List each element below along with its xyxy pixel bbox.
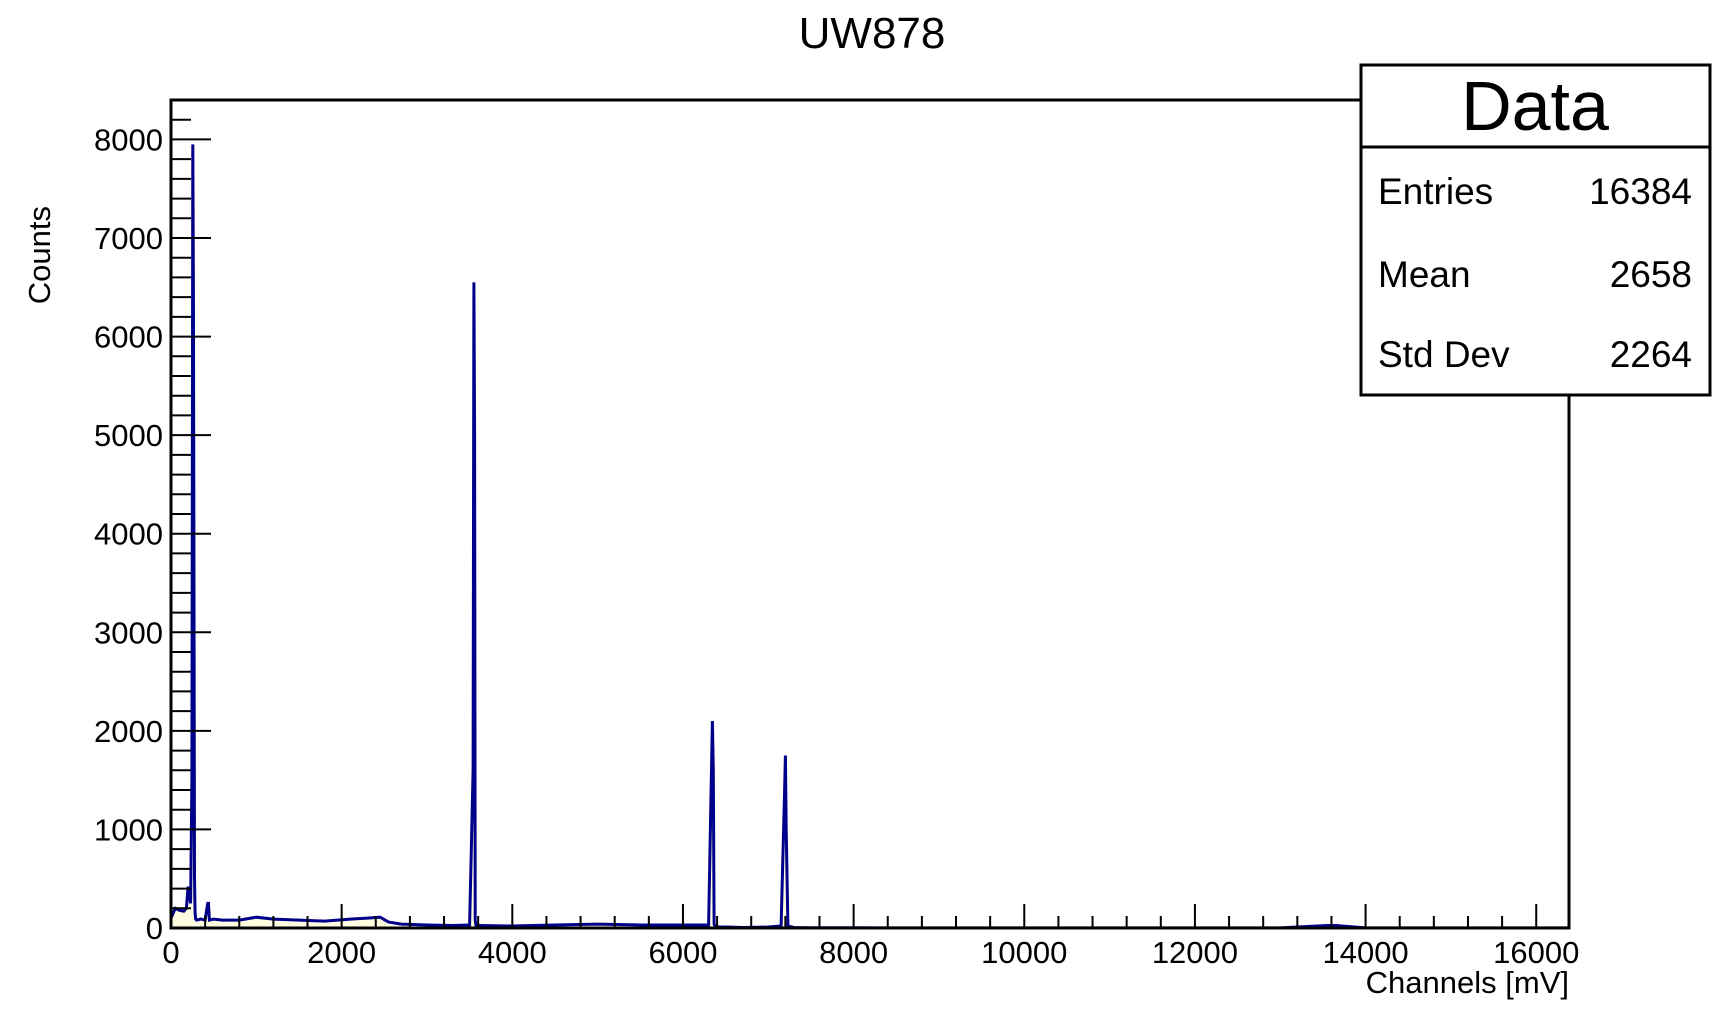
y-tick-label: 6000 <box>94 320 163 355</box>
x-tick-label: 4000 <box>478 935 547 970</box>
stats-mean-value: 2658 <box>1610 254 1692 295</box>
x-tick-label: 16000 <box>1493 935 1579 970</box>
y-tick-label: 0 <box>146 911 163 946</box>
stats-stddev-value: 2264 <box>1610 334 1692 375</box>
stats-stddev-label: Std Dev <box>1378 334 1510 375</box>
series-fill <box>171 144 1569 928</box>
plot-frame <box>169 98 1571 930</box>
y-axis-title: Counts <box>22 206 57 304</box>
y-tick-label: 5000 <box>94 418 163 453</box>
y-tick-label: 8000 <box>94 122 163 157</box>
y-tick-label: 2000 <box>94 714 163 749</box>
stats-entries-label: Entries <box>1378 171 1493 212</box>
stats-box-frame <box>1359 63 1712 397</box>
x-tick-label: 10000 <box>981 935 1067 970</box>
y-tick-label: 3000 <box>94 615 163 650</box>
stats-box: Data Entries 16384 Mean 2658 Std Dev 226… <box>1359 63 1712 397</box>
stats-mean-label: Mean <box>1378 254 1471 295</box>
x-axis-title: Channels [mV] <box>1366 965 1569 1000</box>
x-tick-label: 8000 <box>819 935 888 970</box>
x-tick-label: 12000 <box>1152 935 1238 970</box>
y-tick-label: 1000 <box>94 812 163 847</box>
chart-title: UW878 <box>799 9 946 58</box>
x-tick-label: 2000 <box>307 935 376 970</box>
x-tick-label: 0 <box>162 935 179 970</box>
y-tick-label: 4000 <box>94 517 163 552</box>
x-tick-label: 6000 <box>648 935 717 970</box>
stats-box-title: Data <box>1461 67 1609 145</box>
stats-entries-value: 16384 <box>1589 171 1692 212</box>
series-line <box>169 144 1569 930</box>
x-tick-label: 14000 <box>1322 935 1408 970</box>
y-tick-label: 7000 <box>94 221 163 256</box>
